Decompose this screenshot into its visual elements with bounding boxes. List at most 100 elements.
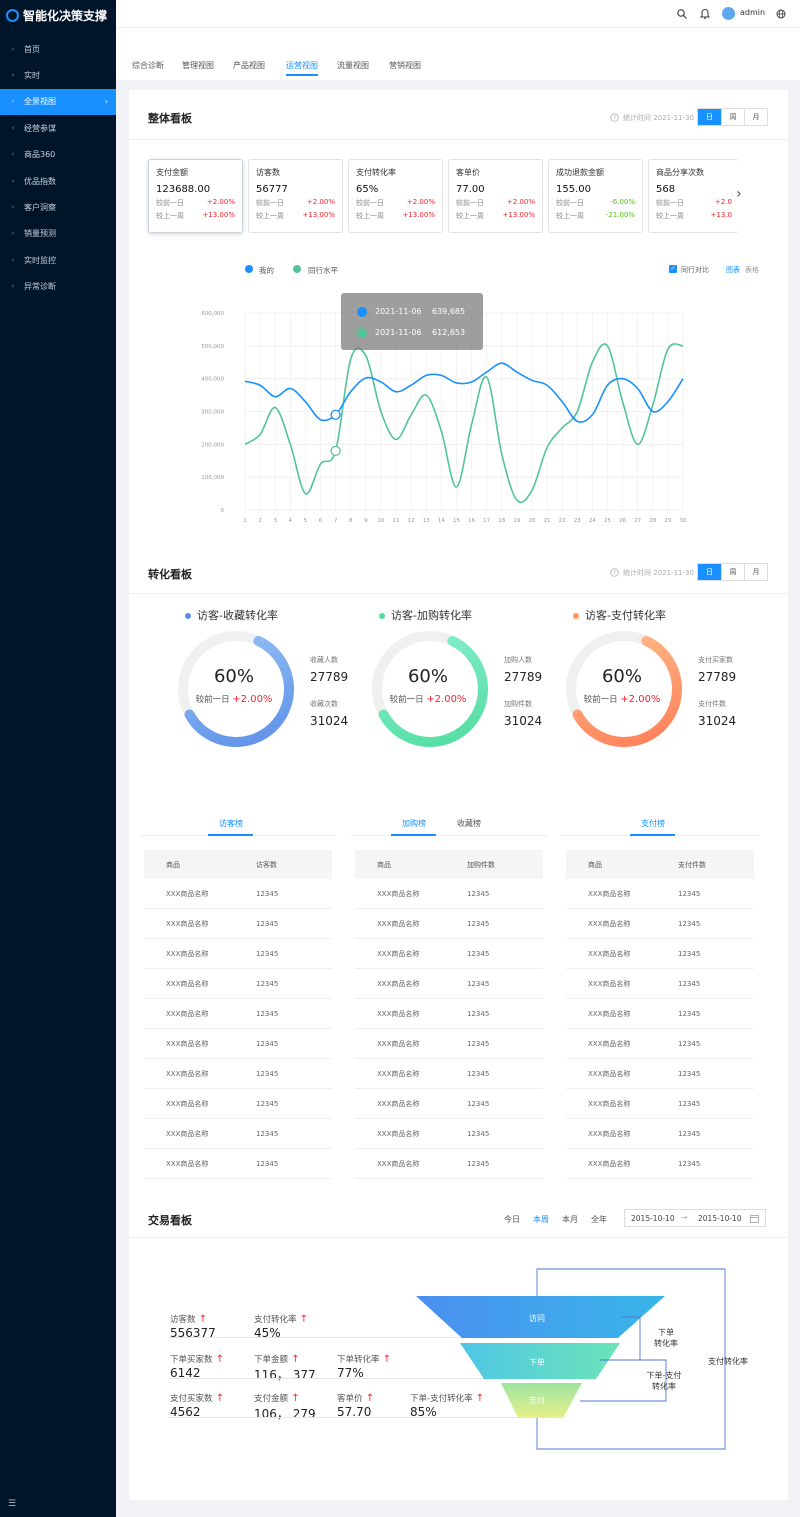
view-table-link[interactable]: 表格 xyxy=(745,266,759,274)
rank-tab[interactable]: 收藏榜 xyxy=(457,819,481,828)
user-name[interactable]: admin xyxy=(740,8,766,17)
table-row[interactable]: XXX商品名称 12345 xyxy=(566,909,754,939)
sidebar-item-0[interactable]: ◦ 首页 xyxy=(0,36,116,62)
sidebar-item-1[interactable]: ◦ 实时 xyxy=(0,62,116,88)
date-from[interactable]: 2015-10-10 xyxy=(631,1214,675,1223)
tab-管理视图[interactable]: 管理视图 xyxy=(182,61,214,70)
tab-运营视图[interactable]: 运营视图 xyxy=(286,61,318,70)
period-month[interactable]: 月 xyxy=(744,564,767,580)
rank-tab[interactable]: 加购榜 xyxy=(402,819,426,828)
funnel-stage-order xyxy=(460,1343,620,1379)
period-day[interactable]: 日 xyxy=(698,564,721,580)
legend-label-mine[interactable]: 我的 xyxy=(259,266,274,275)
x-tick-label: 29 xyxy=(664,518,671,524)
tab-流量视图[interactable]: 流量视图 xyxy=(337,61,369,70)
table-row[interactable]: XXX商品名称 12345 xyxy=(144,879,332,909)
table-row[interactable]: XXX商品名称 12345 xyxy=(144,1029,332,1059)
calendar-icon[interactable] xyxy=(750,1214,759,1223)
kpi-card[interactable]: 商品分享次数 568 较前一日 +2.0 较上一周 +13.0 xyxy=(648,159,739,233)
sidebar-item-9[interactable]: ◦ 异常诊断 xyxy=(0,274,116,300)
gauge-compare-value: +2.00% xyxy=(426,694,467,705)
sidebar-item-7[interactable]: ◦ 销量预测 xyxy=(0,221,116,247)
sidebar-item-8[interactable]: ◦ 实时监控 xyxy=(0,247,116,273)
table-row[interactable]: XXX商品名称 12345 xyxy=(355,969,543,999)
cell-product: XXX商品名称 xyxy=(166,1039,209,1048)
funnel-label-order: 下单 xyxy=(529,1358,545,1367)
arrow-up-icon: ↑ xyxy=(379,1354,392,1365)
ranking-table: 商品 加购件数 XXX商品名称 12345 XXX商品名称 12345 XXX商品名称 123… xyxy=(355,850,543,1179)
period-this-week[interactable]: 本周 xyxy=(533,1215,549,1224)
bell-icon[interactable] xyxy=(700,8,710,19)
sidebar-item-6[interactable]: ◦ 客户洞察 xyxy=(0,194,116,220)
period-month[interactable]: 月 xyxy=(744,109,767,125)
kpi-card[interactable]: 支付金额 123688.00 较前一日 +2.00% 较上一周 +13.00% xyxy=(148,159,243,233)
compare-checkbox[interactable]: ✓ xyxy=(669,265,677,273)
period-this-month[interactable]: 本月 xyxy=(562,1215,578,1224)
tooltip-value: 639,685 xyxy=(432,307,466,316)
period-week[interactable]: 周 xyxy=(721,109,744,125)
table-row[interactable]: XXX商品名称 12345 xyxy=(144,969,332,999)
table-row[interactable]: XXX商品名称 12345 xyxy=(144,1059,332,1089)
view-chart-link[interactable]: 图表 xyxy=(726,266,740,274)
legend-label-peer[interactable]: 同行水平 xyxy=(308,266,338,275)
chevron-right-icon[interactable]: › xyxy=(736,186,742,202)
avatar[interactable] xyxy=(722,7,735,20)
table-row[interactable]: XXX商品名称 12345 xyxy=(566,999,754,1029)
cell-product: XXX商品名称 xyxy=(588,1099,631,1108)
rank-tab[interactable]: 访客榜 xyxy=(219,819,243,828)
tab-综合诊断[interactable]: 综合诊断 xyxy=(132,61,164,70)
menu-collapse-icon[interactable]: ☰ xyxy=(8,1499,17,1509)
table-row[interactable]: XXX商品名称 12345 xyxy=(355,1029,543,1059)
sidebar-item-3[interactable]: ◦ 经营参谋 xyxy=(0,115,116,141)
table-row[interactable]: XXX商品名称 12345 xyxy=(355,1149,543,1179)
table-row[interactable]: XXX商品名称 12345 xyxy=(566,969,754,999)
sidebar-item-2[interactable]: ◦ 全景视图 › xyxy=(0,88,116,116)
rank-tab-underline xyxy=(391,834,436,836)
gauge-side-stat: 收藏次数 31024 xyxy=(310,699,348,728)
period-year[interactable]: 全年 xyxy=(591,1215,607,1224)
kpi-value: 123688.00 xyxy=(156,184,211,195)
search-icon[interactable] xyxy=(677,9,687,19)
table-row[interactable]: XXX商品名称 12345 xyxy=(144,1089,332,1119)
table-row[interactable]: XXX商品名称 12345 xyxy=(566,1089,754,1119)
x-tick-label: 4 xyxy=(289,518,293,524)
table-row[interactable]: XXX商品名称 12345 xyxy=(355,999,543,1029)
rank-tab[interactable]: 支付榜 xyxy=(641,819,665,828)
table-row[interactable]: XXX商品名称 12345 xyxy=(144,1149,332,1179)
date-range-picker[interactable]: 2015-10-10 → 2015-10-10 xyxy=(624,1209,766,1227)
table-row[interactable]: XXX商品名称 12345 xyxy=(355,939,543,969)
gauge-ring xyxy=(178,631,294,747)
table-row[interactable]: XXX商品名称 12345 xyxy=(566,1149,754,1179)
table-row[interactable]: XXX商品名称 12345 xyxy=(355,879,543,909)
tab-产品视图[interactable]: 产品视图 xyxy=(233,61,265,70)
kpi-card[interactable]: 访客数 56777 较前一日 +2.00% 较上一周 +13.00% xyxy=(248,159,343,233)
stat-time: 统计时间 2021-11-30 xyxy=(623,569,694,577)
table-row[interactable]: XXX商品名称 12345 xyxy=(355,1059,543,1089)
table-row[interactable]: XXX商品名称 12345 xyxy=(566,1029,754,1059)
trend-icon: ◦ xyxy=(10,229,16,239)
table-row[interactable]: XXX商品名称 12345 xyxy=(144,909,332,939)
sidebar-item-4[interactable]: ◦ 商品360 xyxy=(0,142,116,168)
funnel-rate-pay: 支付转化率 xyxy=(708,1357,748,1366)
kpi-card[interactable]: 成功退款金额 155.00 较前一日 -6.00% 较上一周 -21.00% xyxy=(548,159,643,233)
table-row[interactable]: XXX商品名称 12345 xyxy=(144,939,332,969)
period-day[interactable]: 日 xyxy=(698,109,721,125)
kpi-card[interactable]: 支付转化率 65% 较前一日 +2.00% 较上一周 +13.00% xyxy=(348,159,443,233)
table-row[interactable]: XXX商品名称 12345 xyxy=(566,1059,754,1089)
sidebar-item-5[interactable]: ◦ 优品指数 xyxy=(0,168,116,194)
table-row[interactable]: XXX商品名称 12345 xyxy=(566,1119,754,1149)
table-row[interactable]: XXX商品名称 12345 xyxy=(355,1119,543,1149)
table-row[interactable]: XXX商品名称 12345 xyxy=(566,939,754,969)
tab-营销视图[interactable]: 营销视图 xyxy=(389,61,421,70)
table-row[interactable]: XXX商品名称 12345 xyxy=(144,999,332,1029)
globe-icon[interactable] xyxy=(776,9,786,19)
table-row[interactable]: XXX商品名称 12345 xyxy=(355,1089,543,1119)
table-row[interactable]: XXX商品名称 12345 xyxy=(566,879,754,909)
hover-point-1 xyxy=(330,445,341,457)
period-today[interactable]: 今日 xyxy=(504,1215,520,1224)
table-row[interactable]: XXX商品名称 12345 xyxy=(144,1119,332,1149)
date-to[interactable]: 2015-10-10 xyxy=(698,1214,742,1223)
period-week[interactable]: 周 xyxy=(721,564,744,580)
kpi-card[interactable]: 客单价 77.00 较前一日 +2.00% 较上一周 +13.00% xyxy=(448,159,543,233)
table-row[interactable]: XXX商品名称 12345 xyxy=(355,909,543,939)
